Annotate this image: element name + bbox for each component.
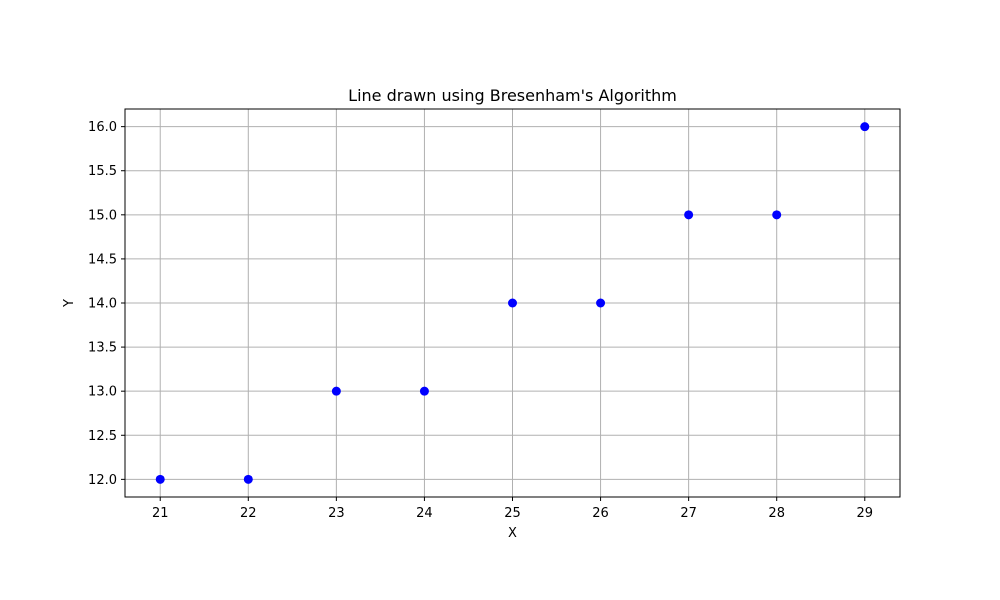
- x-tick-label: 29: [856, 506, 873, 521]
- y-tick-label: 15.5: [88, 164, 117, 179]
- y-tick-label: 15.0: [88, 208, 117, 223]
- data-point: [860, 122, 870, 132]
- x-tick-label: 22: [240, 506, 257, 521]
- data-point: [419, 386, 429, 396]
- x-tick-label: 27: [680, 506, 697, 521]
- y-axis-label: Y: [62, 299, 77, 308]
- data-point: [155, 474, 165, 484]
- data-point: [243, 474, 253, 484]
- y-tick-label: 13.5: [88, 341, 117, 356]
- x-tick-label: 21: [152, 506, 169, 521]
- data-points: [155, 122, 870, 484]
- data-point: [508, 298, 517, 308]
- grid: [125, 109, 900, 497]
- x-tick-label: 23: [328, 506, 345, 521]
- data-point: [596, 298, 606, 308]
- x-tick-label: 24: [416, 506, 433, 521]
- data-point: [772, 210, 782, 220]
- data-point: [331, 386, 341, 396]
- y-axis-ticks: 12.0 12.5 13.0 13.5 14.0 14.5 15.0 15.5 16.0: [88, 120, 125, 488]
- y-tick-label: 12.0: [88, 473, 117, 488]
- y-tick-label: 12.5: [88, 429, 117, 444]
- y-tick-label: 13.0: [88, 385, 117, 400]
- x-tick-label: 28: [768, 506, 785, 521]
- y-tick-label: 16.0: [88, 120, 117, 135]
- x-axis-label: X: [508, 526, 517, 541]
- y-tick-label: 14.0: [88, 297, 117, 312]
- chart-title: Line drawn using Bresenham's Algorithm: [348, 86, 677, 105]
- data-point: [684, 210, 694, 220]
- x-tick-label: 26: [592, 506, 609, 521]
- x-axis-ticks: 21 22 23 24 25 26 27 28 29: [152, 497, 873, 521]
- x-tick-label: 25: [504, 506, 521, 521]
- y-tick-label: 14.5: [88, 252, 117, 267]
